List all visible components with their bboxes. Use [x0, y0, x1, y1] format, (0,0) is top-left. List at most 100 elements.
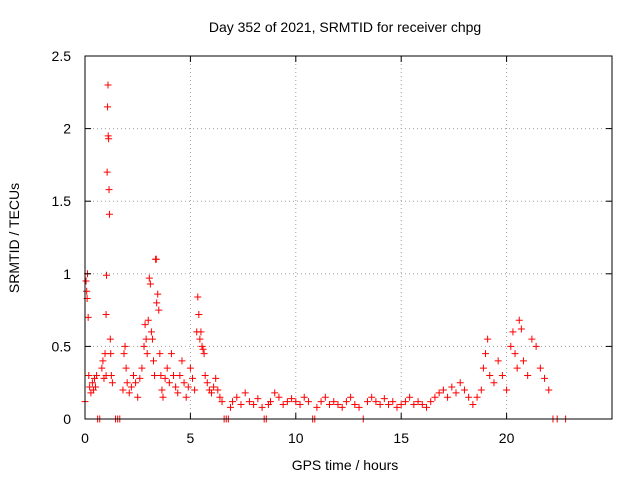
data-point	[245, 398, 253, 406]
data-point	[142, 335, 150, 343]
data-point	[107, 371, 115, 379]
data-point	[145, 274, 153, 282]
y-axis-label: SRMTID / TECUs	[6, 183, 22, 293]
data-point	[144, 316, 152, 324]
data-point	[528, 335, 536, 343]
y-tick-label: 0.5	[52, 338, 72, 354]
data-point	[233, 393, 241, 401]
data-point	[351, 400, 359, 408]
x-tick-label: 5	[187, 430, 195, 446]
data-point	[207, 389, 215, 397]
data-point	[283, 398, 291, 406]
data-point	[292, 398, 300, 406]
data-point	[122, 364, 130, 372]
data-point	[155, 306, 163, 314]
data-point	[393, 403, 401, 411]
data-point	[385, 400, 393, 408]
data-point	[198, 342, 206, 350]
data-point	[140, 342, 148, 350]
y-tick-label: 0	[63, 411, 71, 427]
data-point	[104, 81, 112, 89]
data-point	[469, 400, 477, 408]
data-point	[513, 364, 521, 372]
data-point	[195, 310, 203, 318]
data-point	[376, 400, 384, 408]
data-point	[490, 379, 498, 387]
data-point	[119, 386, 127, 394]
data-point	[189, 374, 197, 382]
data-point	[406, 393, 414, 401]
data-point	[216, 393, 224, 401]
data-point	[509, 328, 517, 336]
data-point	[422, 403, 430, 411]
data-point	[194, 293, 202, 301]
chart-title: Day 352 of 2021, SRMTID for receiver chp…	[209, 19, 481, 35]
data-point	[103, 271, 111, 279]
data-point	[152, 255, 160, 263]
data-point	[201, 371, 209, 379]
data-point	[545, 386, 553, 394]
data-point	[156, 350, 164, 358]
data-point	[136, 374, 144, 382]
data-point	[146, 280, 154, 288]
data-point	[229, 398, 237, 406]
data-point	[203, 379, 211, 387]
axis-ticks	[84, 55, 612, 420]
data-point	[452, 389, 460, 397]
data-point	[103, 168, 111, 176]
data-point	[414, 398, 422, 406]
y-tick-label: 2	[63, 121, 71, 137]
data-point	[250, 400, 258, 408]
data-point	[519, 357, 527, 365]
data-point	[401, 398, 409, 406]
data-point	[473, 393, 481, 401]
data-point	[92, 383, 100, 391]
data-point	[180, 379, 188, 387]
data-point	[515, 316, 523, 324]
data-point	[150, 357, 158, 365]
data-point	[147, 328, 155, 336]
data-point	[85, 371, 93, 379]
data-point	[105, 186, 113, 194]
data-point	[448, 383, 456, 391]
data-point	[170, 371, 178, 379]
data-point	[102, 310, 110, 318]
data-point	[93, 371, 101, 379]
data-point	[363, 398, 371, 406]
data-point	[271, 389, 279, 397]
data-point	[161, 374, 169, 382]
data-point	[167, 350, 175, 358]
y-tick-label: 1.5	[52, 193, 72, 209]
data-point	[108, 379, 116, 387]
data-point	[279, 400, 287, 408]
data-point	[159, 393, 167, 401]
data-point	[326, 400, 334, 408]
data-point	[200, 350, 208, 358]
data-point	[418, 400, 426, 408]
data-point	[511, 350, 519, 358]
data-point	[372, 398, 380, 406]
data-point	[300, 393, 308, 401]
data-point	[120, 350, 128, 358]
data-point	[99, 357, 107, 365]
data-point	[178, 357, 186, 365]
data-point	[210, 383, 218, 391]
data-point	[258, 403, 266, 411]
data-point	[237, 400, 245, 408]
plot-frame	[84, 55, 613, 420]
data-point	[330, 398, 338, 406]
data-point	[105, 210, 113, 218]
data-point	[241, 389, 249, 397]
data-point	[86, 383, 94, 391]
x-tick-label: 20	[499, 430, 515, 446]
data-point	[199, 345, 207, 353]
data-point	[82, 277, 90, 285]
data-point	[157, 371, 165, 379]
data-point	[410, 400, 418, 408]
data-point	[174, 389, 182, 397]
data-point	[182, 393, 190, 401]
data-point	[121, 342, 129, 350]
x-tick-label: 15	[393, 430, 409, 446]
data-point	[321, 393, 329, 401]
data-point	[176, 371, 184, 379]
